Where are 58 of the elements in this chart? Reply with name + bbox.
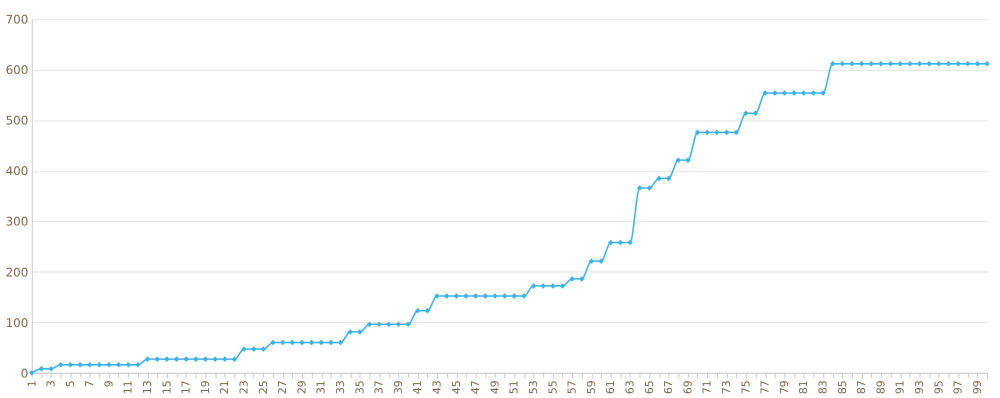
x-tick-label: 19 <box>198 380 212 394</box>
x-tick-label: 83 <box>816 380 830 394</box>
x-tick-label: 77 <box>758 380 772 394</box>
x-tick-label: 1 <box>25 380 38 388</box>
x-tick-label: 67 <box>662 380 676 394</box>
x-tick-label: 5 <box>64 380 77 388</box>
y-tick-label: 400 <box>6 164 28 178</box>
x-tick-label: 35 <box>353 380 366 394</box>
x-tick-label: 27 <box>276 380 290 394</box>
x-tick-label: 29 <box>295 380 308 394</box>
x-tick-label: 43 <box>430 380 444 394</box>
y-tick-label: 100 <box>6 316 28 330</box>
x-tick-label: 41 <box>411 380 424 394</box>
x-tick-label: 65 <box>642 380 656 394</box>
x-tick-label: 55 <box>546 380 560 394</box>
x-tick-label: 9 <box>102 380 116 388</box>
x-tick-label: 63 <box>624 380 637 394</box>
y-tick-label: 200 <box>6 265 28 280</box>
x-tick-label: 71 <box>700 380 714 394</box>
x-tick-label: 37 <box>372 380 386 394</box>
x-tick-label: 91 <box>894 380 907 394</box>
x-tick-label: 47 <box>469 380 482 394</box>
y-tick-label: 500 <box>6 114 28 128</box>
x-tick-label: 75 <box>739 380 752 394</box>
x-tick-label: 79 <box>778 380 791 394</box>
x-tick-label: 7 <box>83 380 96 388</box>
x-tick-label: 49 <box>488 380 502 394</box>
y-tick-label: 700 <box>6 12 28 27</box>
y-tick-label: 0 <box>20 366 28 380</box>
x-tick-label: 93 <box>913 380 926 394</box>
x-tick-label: 13 <box>141 380 154 394</box>
x-tick-label: 21 <box>218 380 232 394</box>
x-tick-label: 95 <box>932 380 946 394</box>
x-tick-label: 89 <box>874 380 888 394</box>
x-tick-label: 85 <box>836 380 849 394</box>
x-tick-label: 99 <box>970 380 984 394</box>
x-tick-label: 97 <box>952 380 965 394</box>
x-tick-label: 11 <box>122 380 135 394</box>
x-tick-label: 51 <box>508 380 521 394</box>
y-tick-label: 600 <box>6 63 28 78</box>
x-tick-label: 39 <box>392 380 405 394</box>
x-tick-label: 33 <box>334 380 348 394</box>
x-tick-label: 31 <box>314 380 328 394</box>
x-tick-label: 45 <box>450 380 463 394</box>
x-tick-label: 53 <box>527 380 540 394</box>
x-tick-label: 57 <box>566 380 579 394</box>
x-tick-label: 61 <box>604 380 618 394</box>
x-tick-label: 73 <box>720 380 734 394</box>
x-tick-label: 15 <box>160 380 174 394</box>
x-tick-label: 23 <box>238 380 251 394</box>
x-tick-label: 69 <box>681 380 694 394</box>
x-tick-label: 81 <box>797 380 810 394</box>
x-tick-label: 3 <box>44 380 58 388</box>
x-tick-label: 59 <box>584 380 598 394</box>
y-tick-label: 300 <box>6 214 28 229</box>
x-tick-label: 87 <box>855 380 868 394</box>
x-tick-label: 17 <box>180 380 193 394</box>
x-tick-label: 25 <box>256 380 270 394</box>
